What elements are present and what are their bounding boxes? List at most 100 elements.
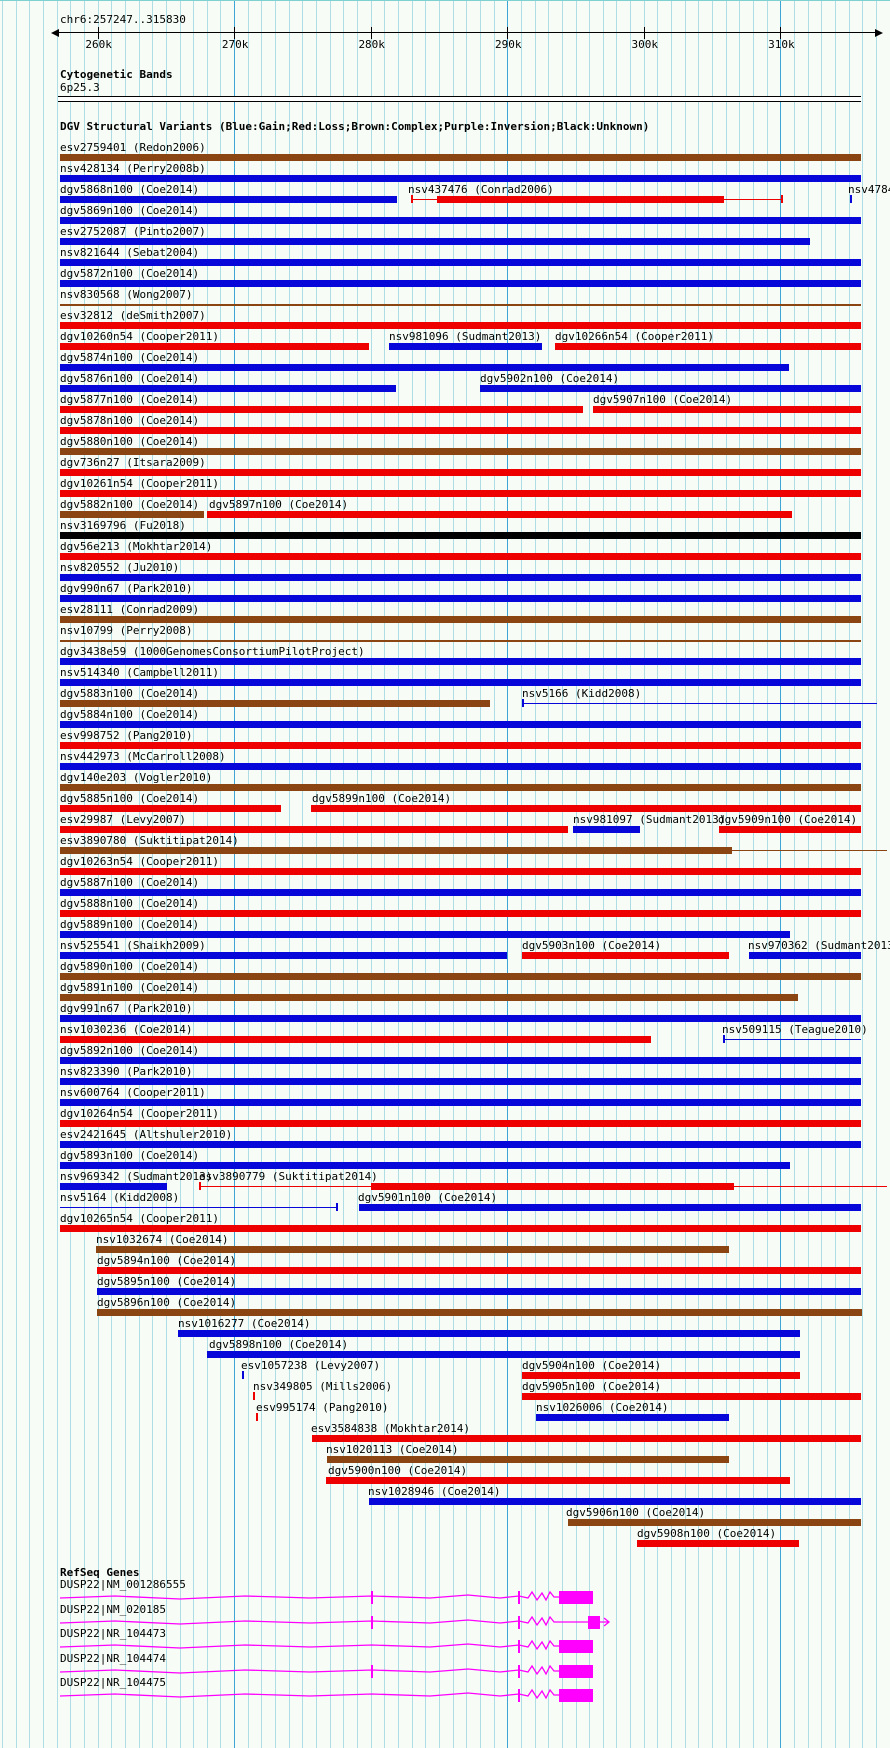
variant-bar[interactable] [207, 511, 792, 518]
gene-model[interactable] [0, 1614, 640, 1632]
variant-label[interactable]: esv3890780 (Suktitipat2014) [60, 834, 239, 847]
variant-tick[interactable] [256, 1413, 258, 1421]
variant-label[interactable]: dgv140e203 (Vogler2010) [60, 771, 213, 784]
variant-label[interactable]: nsv970362 (Sudmant2013) [748, 939, 890, 952]
variant-label[interactable]: esv2759401 (Redon2006) [60, 141, 206, 154]
variant-bar[interactable] [749, 952, 861, 959]
variant-bar[interactable] [60, 1162, 790, 1169]
variant-label[interactable]: dgv5909n100 (Coe2014) [718, 813, 858, 826]
variant-bar[interactable] [536, 1414, 729, 1421]
variant-bar[interactable] [437, 196, 724, 203]
variant-label[interactable]: dgv5902n100 (Coe2014) [480, 372, 620, 385]
variant-bar[interactable] [312, 1435, 861, 1442]
variant-bar[interactable] [555, 343, 861, 350]
variant-label[interactable]: dgv10261n54 (Cooper2011) [60, 477, 219, 490]
variant-bar[interactable] [60, 1120, 861, 1127]
variant-bar[interactable] [96, 1246, 729, 1253]
variant-bar[interactable] [311, 805, 861, 812]
variant-label[interactable]: nsv442973 (McCarroll2008) [60, 750, 226, 763]
variant-bar[interactable] [60, 889, 861, 896]
variant-label[interactable]: esv28111 (Conrad2009) [60, 603, 200, 616]
variant-bar[interactable] [522, 952, 729, 959]
gene-label[interactable]: DUSP22|NR_104473 [60, 1627, 166, 1640]
variant-label[interactable]: esv998752 (Pang2010) [60, 729, 193, 742]
variant-tick[interactable] [781, 195, 783, 203]
variant-label[interactable]: esv2421645 (Altshuler2010) [60, 1128, 233, 1141]
variant-bar[interactable] [60, 175, 861, 182]
variant-bar[interactable] [60, 1078, 861, 1085]
variant-label[interactable]: dgv5906n100 (Coe2014) [566, 1506, 706, 1519]
variant-label[interactable]: nsv821644 (Sebat2004) [60, 246, 200, 259]
variant-hairline[interactable] [734, 1186, 887, 1187]
variant-label[interactable]: dgv56e213 (Mokhtar2014) [60, 540, 213, 553]
variant-bar[interactable] [60, 910, 861, 917]
variant-bar[interactable] [327, 1456, 729, 1463]
variant-label[interactable]: dgv5891n100 (Coe2014) [60, 981, 200, 994]
gene-label[interactable]: DUSP22|NR_104474 [60, 1652, 166, 1665]
variant-bar[interactable] [60, 448, 861, 455]
variant-bar[interactable] [60, 343, 369, 350]
variant-label[interactable]: dgv5900n100 (Coe2014) [328, 1464, 468, 1477]
variant-bar[interactable] [60, 154, 861, 161]
variant-bar[interactable] [480, 385, 861, 392]
variant-label[interactable]: dgv5883n100 (Coe2014) [60, 687, 200, 700]
variant-label[interactable]: nsv5166 (Kidd2008) [522, 687, 642, 700]
variant-hairline[interactable] [411, 199, 437, 200]
variant-label[interactable]: nsv5164 (Kidd2008) [60, 1191, 180, 1204]
variant-label[interactable]: nsv3169796 (Fu2018) [60, 519, 186, 532]
variant-tick[interactable] [850, 195, 852, 203]
variant-label[interactable]: nsv1030236 (Coe2014) [60, 1023, 193, 1036]
variant-label[interactable]: dgv5901n100 (Coe2014) [358, 1191, 498, 1204]
variant-bar[interactable] [60, 1099, 861, 1106]
variant-bar[interactable] [60, 868, 861, 875]
variant-hairline[interactable] [60, 1207, 337, 1208]
variant-bar[interactable] [60, 721, 861, 728]
variant-label[interactable]: nsv823390 (Park2010) [60, 1065, 193, 1078]
variant-label[interactable]: nsv1020113 (Coe2014) [326, 1443, 459, 1456]
variant-bar[interactable] [97, 1309, 862, 1316]
variant-label[interactable]: nsv428134 (Perry2008b) [60, 162, 206, 175]
variant-label[interactable]: dgv5907n100 (Coe2014) [593, 393, 733, 406]
variant-label[interactable]: nsv525541 (Shaikh2009) [60, 939, 206, 952]
variant-bar[interactable] [60, 616, 861, 623]
variant-label[interactable]: nsv1032674 (Coe2014) [96, 1233, 229, 1246]
variant-label[interactable]: dgv5876n100 (Coe2014) [60, 372, 200, 385]
variant-bar[interactable] [60, 1057, 861, 1064]
variant-label[interactable]: esv1057238 (Levy2007) [241, 1359, 381, 1372]
variant-bar[interactable] [60, 469, 861, 476]
gene-model[interactable] [0, 1663, 640, 1681]
variant-label[interactable]: dgv5903n100 (Coe2014) [522, 939, 662, 952]
variant-bar[interactable] [60, 784, 861, 791]
variant-label[interactable]: esv3584838 (Mokhtar2014) [311, 1422, 470, 1435]
variant-label[interactable]: dgv10264n54 (Cooper2011) [60, 1107, 219, 1120]
variant-tick[interactable] [253, 1392, 255, 1400]
variant-label[interactable]: nsv1016277 (Coe2014) [178, 1317, 311, 1330]
variant-bar[interactable] [60, 280, 861, 287]
variant-label[interactable]: nsv437476 (Conrad2006) [408, 183, 554, 196]
variant-bar[interactable] [60, 196, 397, 203]
variant-hairline[interactable] [723, 1039, 861, 1040]
variant-label[interactable]: dgv5908n100 (Coe2014) [637, 1527, 777, 1540]
variant-bar[interactable] [97, 1288, 861, 1295]
variant-bar[interactable] [60, 1225, 861, 1232]
variant-bar[interactable] [60, 427, 861, 434]
variant-label[interactable]: nsv820552 (Ju2010) [60, 561, 180, 574]
variant-label[interactable]: nsv981096 (Sudmant2013) [389, 330, 542, 343]
variant-label[interactable]: dgv5882n100 (Coe2014) [60, 498, 200, 511]
variant-label[interactable]: dgv736n27 (Itsara2009) [60, 456, 206, 469]
variant-label[interactable]: dgv10265n54 (Cooper2011) [60, 1212, 219, 1225]
variant-label[interactable]: dgv5868n100 (Coe2014) [60, 183, 200, 196]
variant-label[interactable]: esv995174 (Pang2010) [256, 1401, 389, 1414]
variant-label[interactable]: dgv5899n100 (Coe2014) [312, 792, 452, 805]
variant-label[interactable]: dgv5889n100 (Coe2014) [60, 918, 200, 931]
variant-hairline[interactable] [199, 1186, 371, 1187]
variant-label[interactable]: dgv5904n100 (Coe2014) [522, 1359, 662, 1372]
variant-label[interactable]: dgv5897n100 (Coe2014) [209, 498, 349, 511]
variant-bar[interactable] [207, 1351, 800, 1358]
variant-bar[interactable] [60, 763, 861, 770]
variant-label[interactable]: dgv3438e59 (1000GenomesConsortiumPilotPr… [60, 645, 365, 658]
variant-bar[interactable] [60, 595, 861, 602]
variant-label[interactable]: nsv1028946 (Coe2014) [368, 1485, 501, 1498]
variant-bar[interactable] [97, 1267, 861, 1274]
variant-bar[interactable] [371, 1183, 734, 1190]
